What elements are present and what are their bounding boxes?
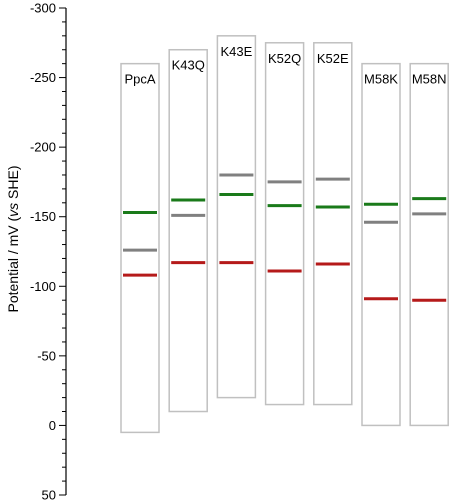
- y-tick-label: -50: [37, 348, 56, 363]
- column-box: [216, 35, 257, 399]
- column-box: [168, 48, 208, 413]
- plot-area: PpcA K43Q K43E K52Q K52E M58K M58N: [120, 35, 449, 434]
- y-axis: -300 -250 -200 -150 -100 -50 0 50: [30, 1, 67, 502]
- column-box: [313, 42, 353, 406]
- y-tick-label: -150: [30, 209, 56, 224]
- column-ppca: PpcA: [120, 62, 160, 434]
- column-label: K43Q: [172, 58, 205, 73]
- column-m58k: M58K: [361, 62, 401, 427]
- column-label: M58K: [364, 72, 398, 87]
- column-box: [409, 62, 449, 427]
- y-tick-label: -250: [30, 70, 56, 85]
- column-label: K52Q: [268, 51, 301, 66]
- column-label: M58N: [412, 72, 447, 87]
- column-k43q: K43Q: [168, 48, 208, 413]
- y-tick-label: 0: [49, 418, 56, 433]
- column-m58n: M58N: [409, 62, 449, 427]
- y-tick-label: -300: [30, 1, 56, 16]
- y-tick-label: 50: [42, 488, 56, 502]
- column-box: [120, 62, 160, 434]
- column-box: [264, 42, 305, 406]
- column-k52e: K52E: [313, 42, 353, 406]
- y-axis-title: Potential / mV (vs SHE): [5, 165, 21, 312]
- column-k43e: K43E: [216, 35, 257, 399]
- column-k52q: K52Q: [264, 42, 305, 406]
- column-label: PpcA: [124, 72, 155, 87]
- y-tick-label: -100: [30, 279, 56, 294]
- column-label: K52E: [317, 51, 349, 66]
- column-box: [361, 62, 401, 427]
- y-tick-label: -200: [30, 140, 56, 155]
- column-label: K43E: [220, 44, 252, 59]
